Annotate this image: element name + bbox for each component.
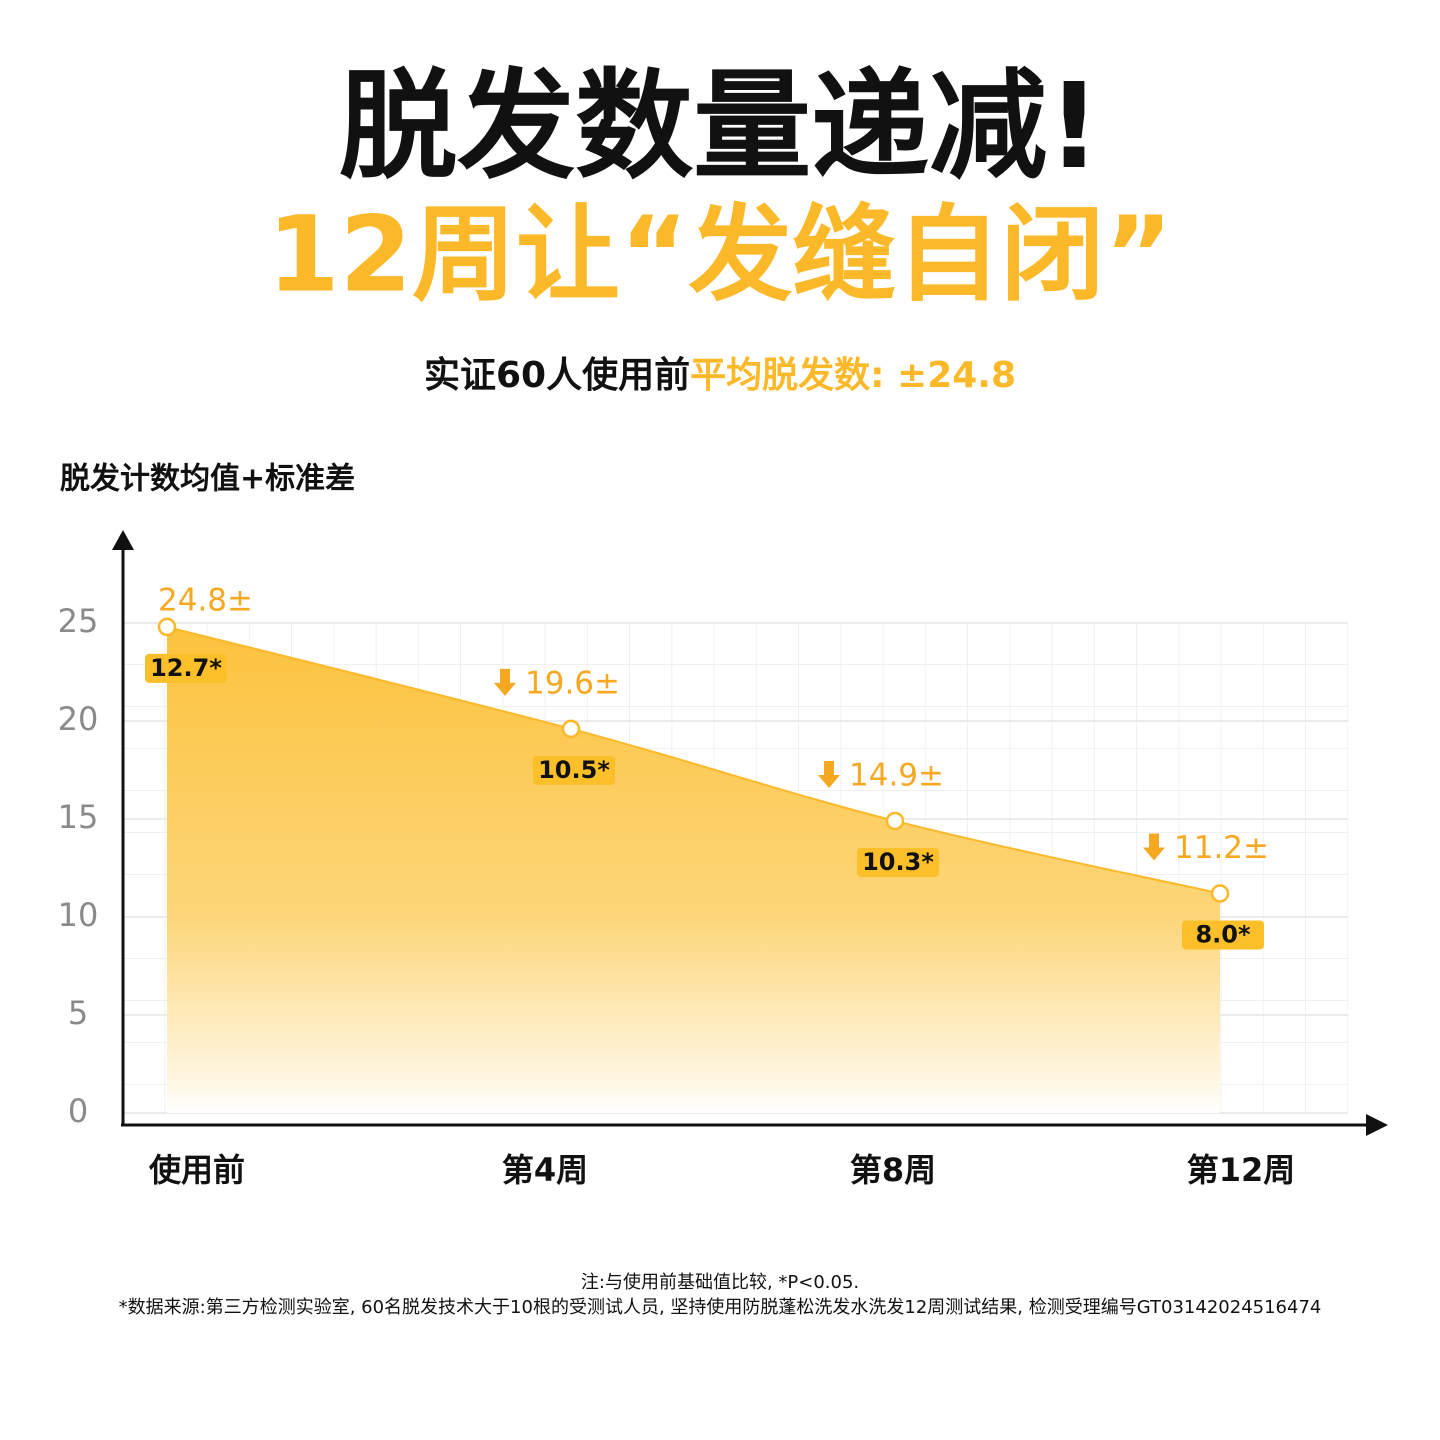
point: [157, 617, 177, 637]
error-badge: [1182, 920, 1264, 950]
y-tick-label: 15: [58, 798, 99, 836]
value-label: 11.2±: [1174, 830, 1269, 866]
error-label: 10.5*: [538, 756, 610, 784]
y-tick-label: 0: [68, 1092, 88, 1130]
error-label: 12.7*: [150, 654, 222, 682]
down-arrow: [818, 760, 840, 788]
error-label: 8.0*: [1195, 920, 1251, 948]
value-label: 14.9±: [849, 757, 944, 793]
area: [167, 626, 1220, 1113]
subtitle: 12周让“发缝自闭”: [267, 193, 1172, 315]
x-tick-label: 第4周: [502, 1151, 588, 1189]
error-badge: [145, 653, 227, 683]
summary-highlight: 平均脱发数: ±24.8: [690, 355, 1016, 396]
y-tick-label: 20: [58, 700, 99, 738]
note: *数据来源:第三方检测实验室, 60名脱发技术大于10根的受测试人员, 坚持使用…: [119, 1297, 1322, 1318]
y-tick-label: 25: [58, 602, 99, 640]
point: [1210, 884, 1230, 903]
error-badge: [533, 755, 615, 785]
down-arrow: [1143, 833, 1165, 861]
y-tick-label: 10: [58, 896, 99, 934]
value-label: 24.8±: [158, 582, 253, 618]
value-label: 19.6±: [525, 665, 620, 701]
down-arrow: [494, 668, 516, 696]
summary-prefix: 实证60人使用前: [424, 355, 690, 396]
point: [561, 719, 581, 739]
x-tick-label: 第12周: [1187, 1151, 1296, 1189]
x-tick-label: 使用前: [148, 1151, 245, 1189]
y-axis-arrow: [112, 530, 134, 550]
error-label: 10.3*: [862, 848, 934, 876]
line: [166, 625, 1221, 895]
plot: 0 5 10 15 20 25 24.8± 12.7* 19.6± 10.5* 14.9± 10.3*…: [58, 582, 1348, 1130]
x-tick-label: 第8周: [850, 1151, 936, 1189]
point: [885, 811, 905, 831]
summary: 实证60人使用前平均脱发数: ±24.8: [424, 355, 1016, 396]
y-tick-label: 5: [68, 994, 88, 1032]
title: 脱发数量递减!: [339, 57, 1101, 195]
note: 注:与使用前基础值比较, *P<0.05.: [581, 1272, 859, 1293]
error-badge: [857, 847, 939, 877]
x-axis-arrow: [1366, 1114, 1388, 1136]
y-axis-title: 脱发计数均值+标准差: [60, 462, 355, 497]
